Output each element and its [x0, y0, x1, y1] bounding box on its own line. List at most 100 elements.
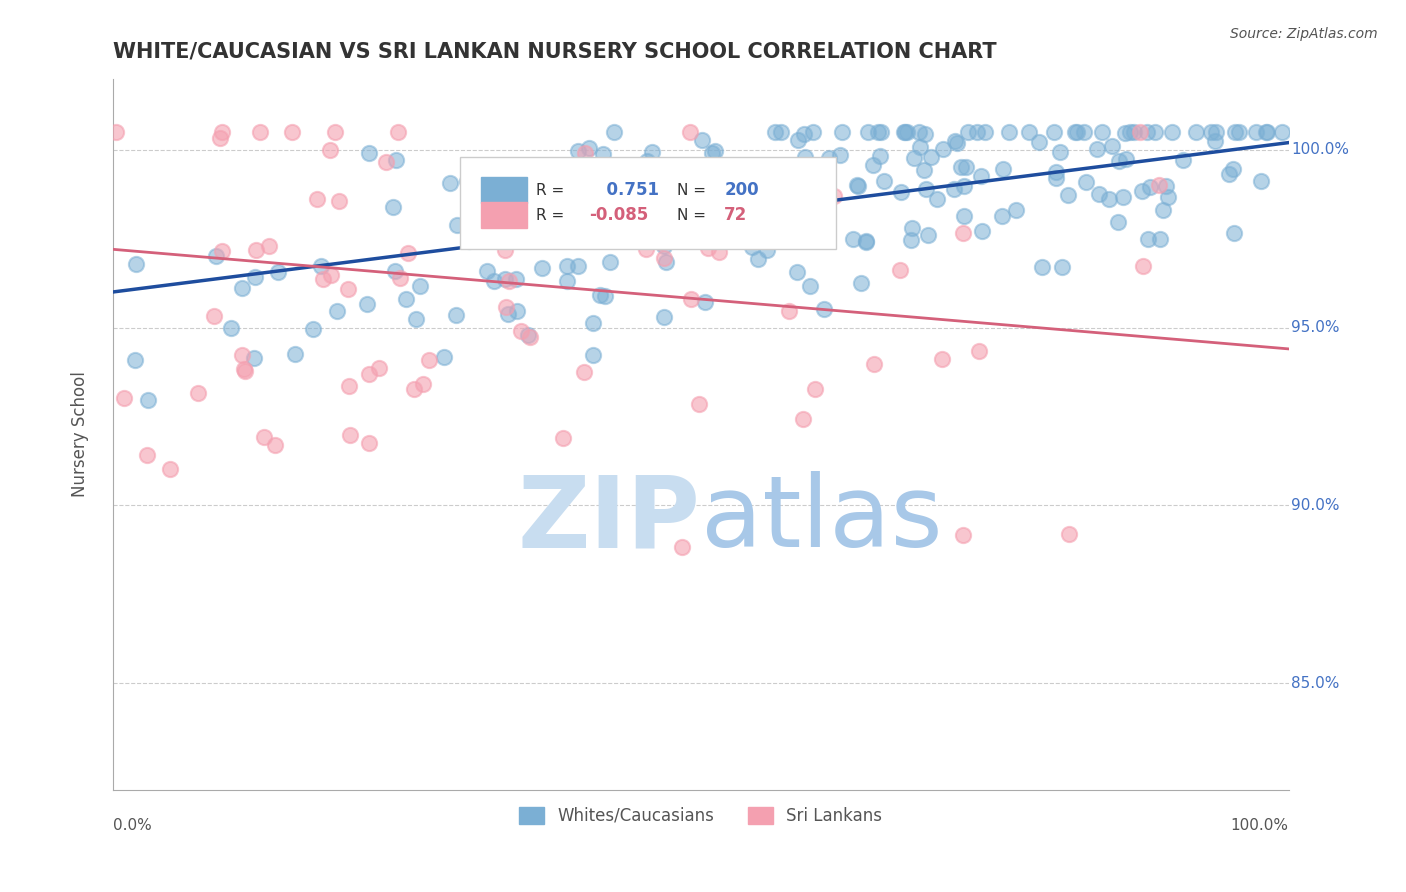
- Point: [1004, 202, 1026, 217]
- Text: 85.0%: 85.0%: [1291, 676, 1340, 690]
- Point: [956, 125, 979, 139]
- Point: [319, 143, 342, 157]
- Point: [889, 263, 911, 277]
- Point: [931, 351, 953, 366]
- Point: [328, 194, 350, 209]
- Point: [690, 133, 713, 147]
- Point: [205, 249, 228, 263]
- Point: [763, 171, 786, 186]
- Point: [219, 320, 242, 334]
- Point: [650, 235, 672, 249]
- Point: [202, 309, 225, 323]
- Point: [932, 142, 955, 156]
- Point: [654, 251, 676, 265]
- Point: [1031, 260, 1053, 274]
- Point: [747, 252, 769, 266]
- Point: [742, 231, 765, 245]
- Point: [873, 174, 896, 188]
- Point: [967, 344, 990, 359]
- Point: [697, 241, 720, 255]
- Point: [1199, 125, 1222, 139]
- Point: [1157, 190, 1180, 204]
- Point: [538, 200, 561, 214]
- Text: 90.0%: 90.0%: [1291, 498, 1340, 513]
- Point: [589, 288, 612, 302]
- Point: [1129, 125, 1152, 139]
- Point: [357, 436, 380, 450]
- Point: [636, 153, 658, 168]
- Point: [1149, 231, 1171, 245]
- Point: [846, 179, 869, 194]
- Point: [990, 209, 1012, 223]
- Point: [955, 160, 977, 174]
- Point: [623, 191, 645, 205]
- Point: [135, 448, 157, 462]
- Point: [1073, 125, 1095, 139]
- Text: ZIP: ZIP: [517, 471, 700, 568]
- Point: [778, 304, 800, 318]
- Point: [243, 269, 266, 284]
- Point: [526, 193, 548, 207]
- Point: [1132, 260, 1154, 274]
- Point: [896, 125, 918, 139]
- Point: [385, 153, 408, 168]
- Point: [1250, 174, 1272, 188]
- Point: [751, 207, 773, 221]
- Point: [408, 279, 430, 293]
- Point: [582, 348, 605, 362]
- Point: [1227, 125, 1250, 139]
- Point: [1139, 180, 1161, 194]
- Point: [1119, 125, 1142, 139]
- Point: [136, 392, 159, 407]
- Point: [991, 161, 1014, 176]
- Point: [325, 304, 347, 318]
- Point: [657, 229, 679, 244]
- Point: [569, 196, 592, 211]
- Point: [793, 150, 815, 164]
- Point: [679, 292, 702, 306]
- Point: [846, 178, 869, 193]
- Point: [707, 218, 730, 232]
- Point: [257, 239, 280, 253]
- Point: [652, 310, 675, 324]
- Point: [567, 260, 589, 274]
- Point: [305, 192, 328, 206]
- Point: [243, 351, 266, 365]
- Point: [112, 391, 135, 405]
- Point: [125, 257, 148, 271]
- Point: [585, 205, 607, 219]
- Point: [970, 169, 993, 183]
- Point: [1136, 125, 1159, 139]
- Point: [1115, 152, 1137, 166]
- Point: [458, 234, 481, 248]
- Point: [433, 350, 456, 364]
- Point: [555, 274, 578, 288]
- Point: [831, 125, 853, 139]
- FancyBboxPatch shape: [481, 202, 527, 228]
- Point: [339, 427, 361, 442]
- Point: [943, 181, 966, 195]
- Point: [697, 174, 720, 188]
- Point: [1112, 190, 1135, 204]
- FancyBboxPatch shape: [481, 178, 527, 203]
- Point: [709, 205, 731, 219]
- Point: [1185, 125, 1208, 139]
- Point: [920, 150, 942, 164]
- Point: [553, 432, 575, 446]
- Point: [510, 324, 533, 338]
- Point: [830, 148, 852, 162]
- Point: [517, 328, 540, 343]
- Point: [664, 172, 686, 186]
- Point: [498, 274, 520, 288]
- Point: [1123, 125, 1146, 139]
- Point: [1028, 135, 1050, 149]
- Point: [633, 210, 655, 224]
- Point: [572, 175, 595, 189]
- Point: [280, 125, 302, 139]
- Point: [900, 233, 922, 247]
- Point: [284, 347, 307, 361]
- Point: [495, 301, 517, 315]
- Point: [572, 366, 595, 380]
- Point: [529, 220, 551, 235]
- Point: [769, 125, 792, 139]
